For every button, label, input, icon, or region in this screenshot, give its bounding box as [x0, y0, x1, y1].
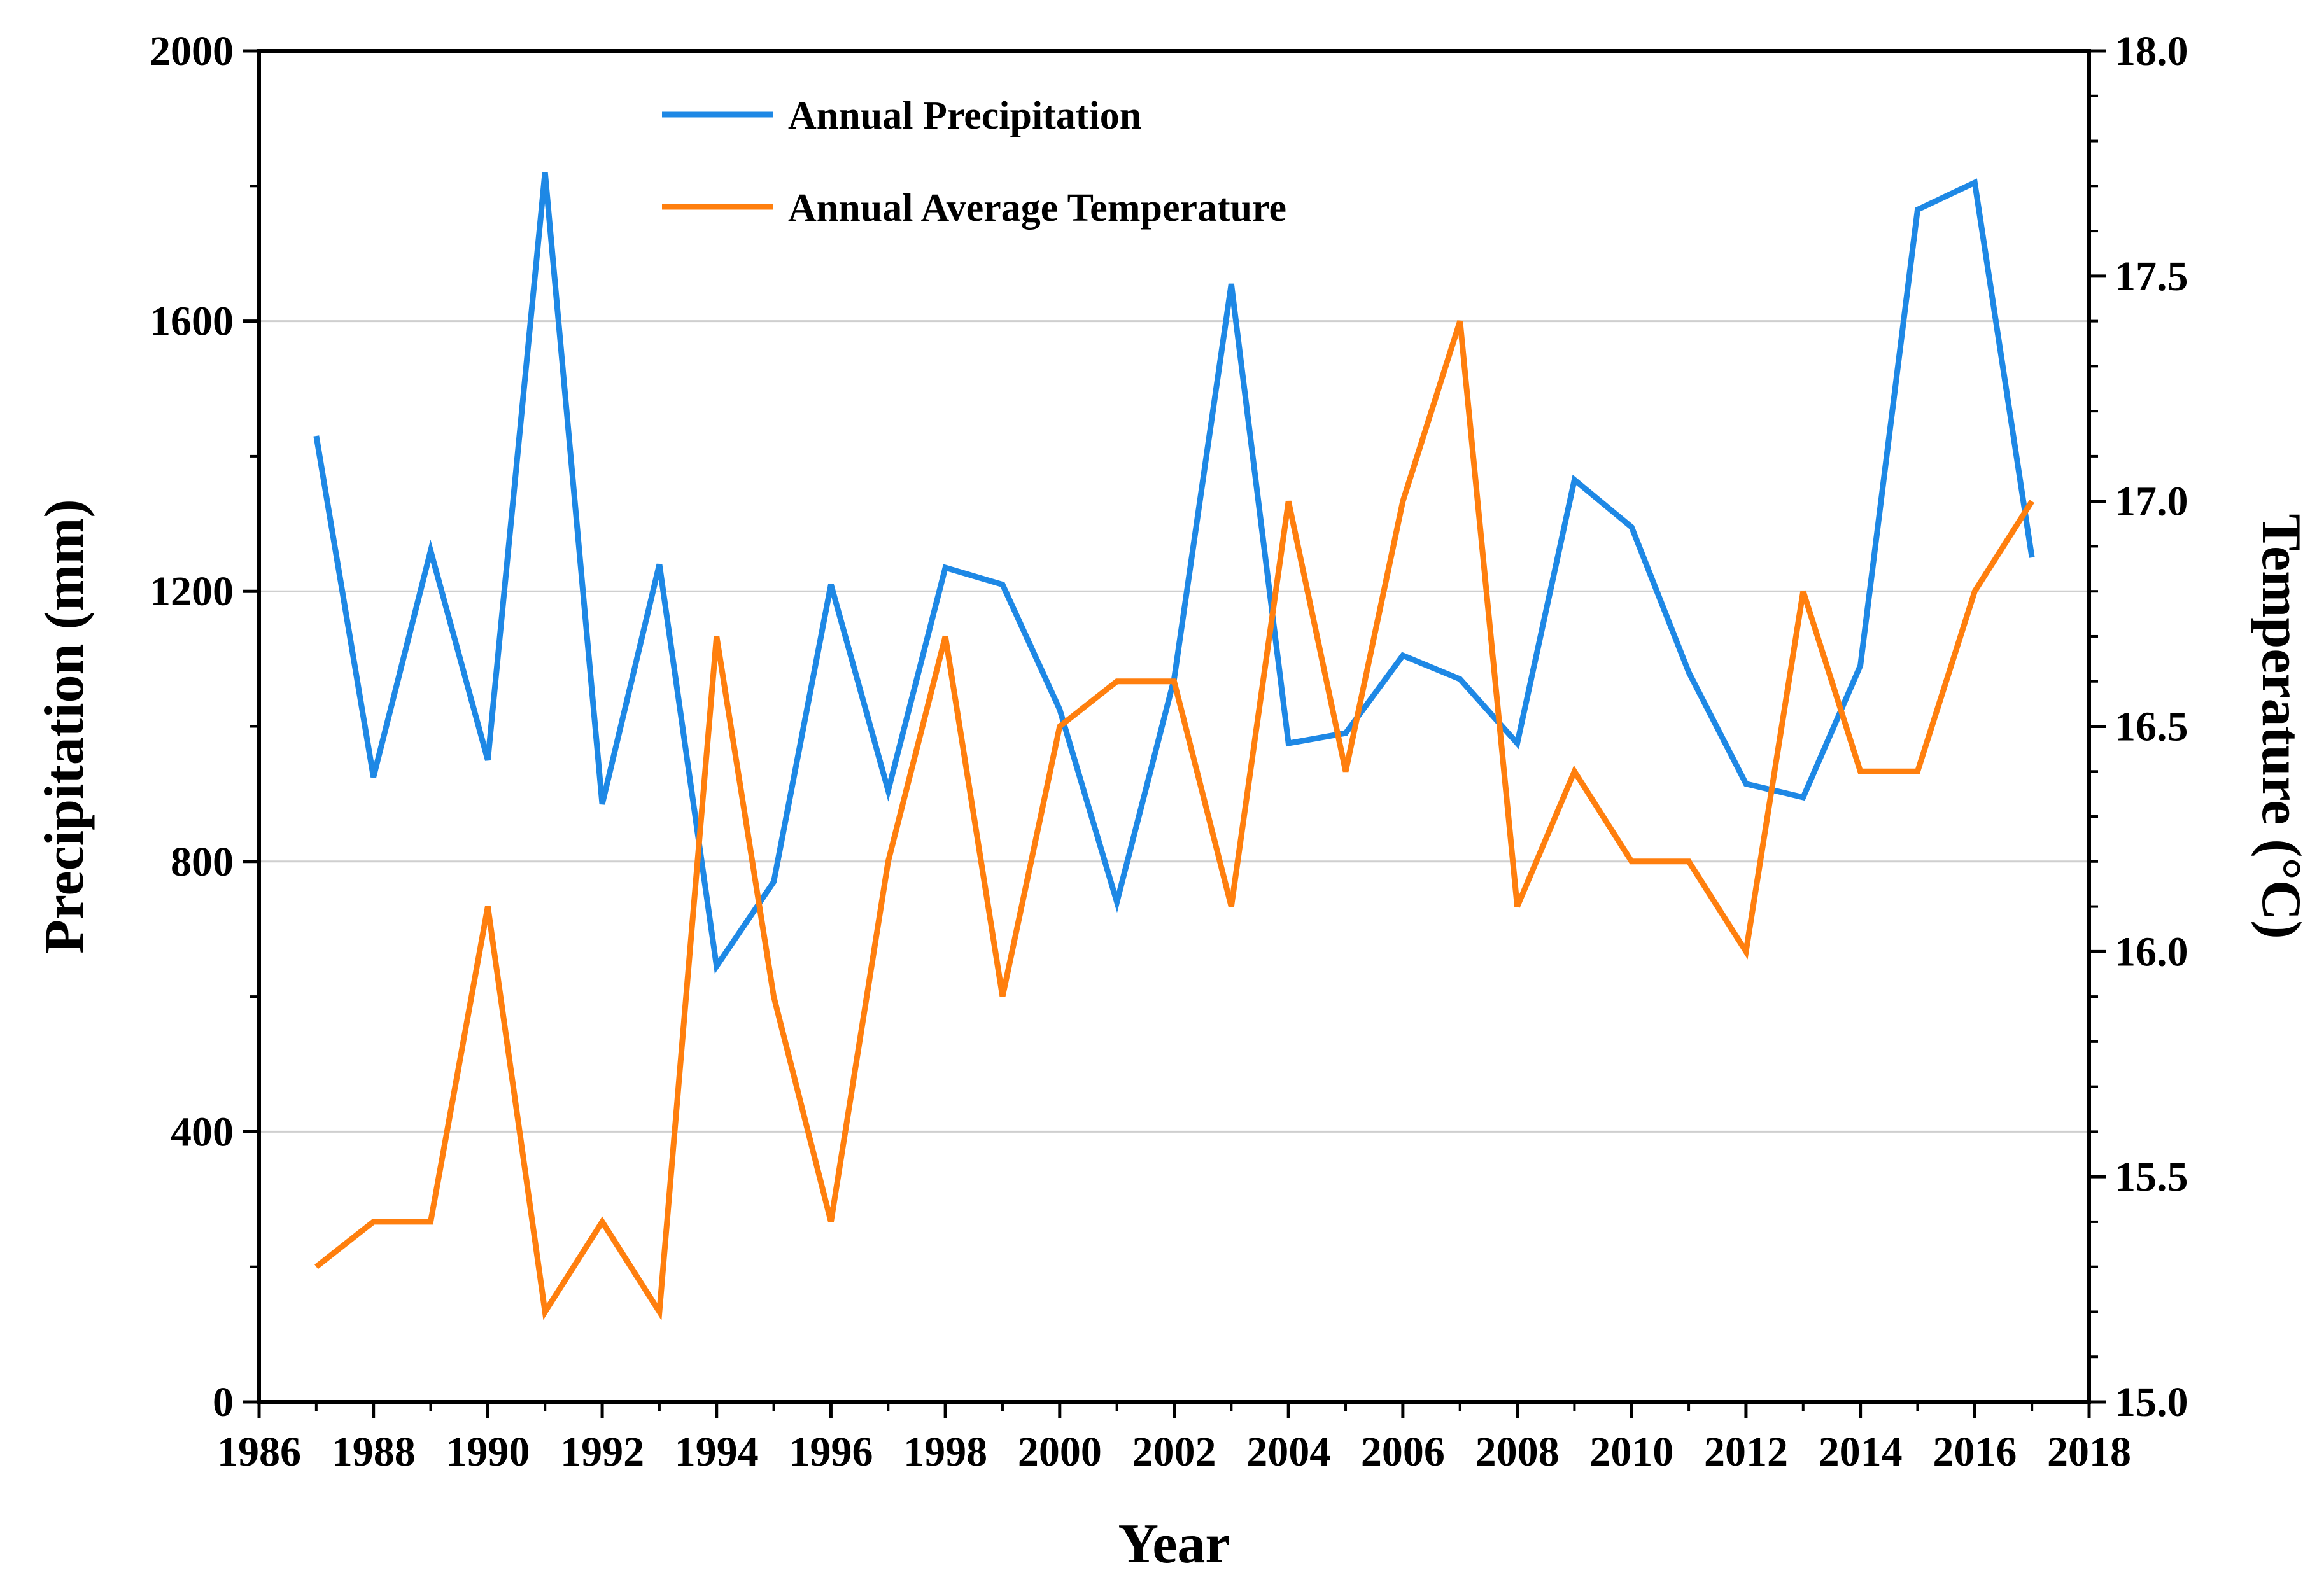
x-tick-label-1988: 1988	[332, 1429, 416, 1475]
y-tick-label-2000: 2000	[150, 28, 234, 74]
x-axis-title: Year	[1118, 1513, 1230, 1575]
series-line-temperature	[314, 320, 2034, 1321]
legend: Annual Precipitation Annual Average Temp…	[662, 94, 1286, 230]
x-tick-label-1998: 1998	[903, 1429, 987, 1475]
y-axis-left: 0 400 800 1200 1600 2000	[150, 28, 259, 1425]
x-tick-label-1986: 1986	[217, 1429, 301, 1475]
x-tick-label-2002: 2002	[1132, 1429, 1216, 1475]
y2-tick-label-15.5: 15.5	[2115, 1154, 2188, 1200]
series-lines	[313, 172, 2035, 1321]
x-tick-label-2018: 2018	[2047, 1429, 2131, 1475]
x-tick-label-1990: 1990	[446, 1429, 530, 1475]
y2-tick-label-16.5: 16.5	[2115, 704, 2188, 750]
x-tick-label-2014: 2014	[1819, 1429, 1903, 1475]
y-axis-left-title: Precipitation (mm)	[34, 499, 95, 953]
x-tick-label-1996: 1996	[789, 1429, 873, 1475]
x-tick-label-2008: 2008	[1475, 1429, 1560, 1475]
legend-label-temperature: Annual Average Temperature	[788, 186, 1286, 230]
x-axis: 1986 1988 1990 1992 1994 1996 1998 2000 2002 2004…	[217, 1402, 2131, 1475]
y2-tick-label-16.0: 16.0	[2115, 928, 2188, 975]
x-tick-label-1992: 1992	[560, 1429, 644, 1475]
x-tick-label-2016: 2016	[1933, 1429, 2017, 1475]
y-axis-right-title: Temperature (°C)	[2250, 514, 2312, 939]
y2-tick-label-18.0: 18.0	[2115, 28, 2188, 74]
y-tick-label-1600: 1600	[150, 298, 234, 345]
y2-tick-label-17.5: 17.5	[2115, 253, 2188, 300]
y2-tick-label-15.0: 15.0	[2115, 1379, 2188, 1425]
gridlines	[259, 320, 2089, 1133]
x-tick-label-2010: 2010	[1589, 1429, 1673, 1475]
x-tick-label-2012: 2012	[1704, 1429, 1788, 1475]
x-tick-label-2000: 2000	[1018, 1429, 1102, 1475]
x-tick-label-1994: 1994	[675, 1429, 759, 1475]
y-axis-right: 15.0 15.5 16.0 16.5 17.0 17.5 18.0	[2089, 28, 2188, 1425]
x-tick-label-2006: 2006	[1361, 1429, 1445, 1475]
x-tick-label-2004: 2004	[1246, 1429, 1330, 1475]
y-tick-label-1200: 1200	[150, 568, 234, 615]
y2-tick-label-17.0: 17.0	[2115, 479, 2188, 525]
y-tick-label-800: 800	[171, 839, 234, 885]
plot-area-frame	[257, 49, 2091, 1404]
y-tick-label-400: 400	[171, 1109, 234, 1155]
series-line-precipitation	[313, 172, 2035, 974]
y-tick-label-0: 0	[213, 1379, 234, 1425]
legend-label-precipitation: Annual Precipitation	[788, 94, 1141, 137]
